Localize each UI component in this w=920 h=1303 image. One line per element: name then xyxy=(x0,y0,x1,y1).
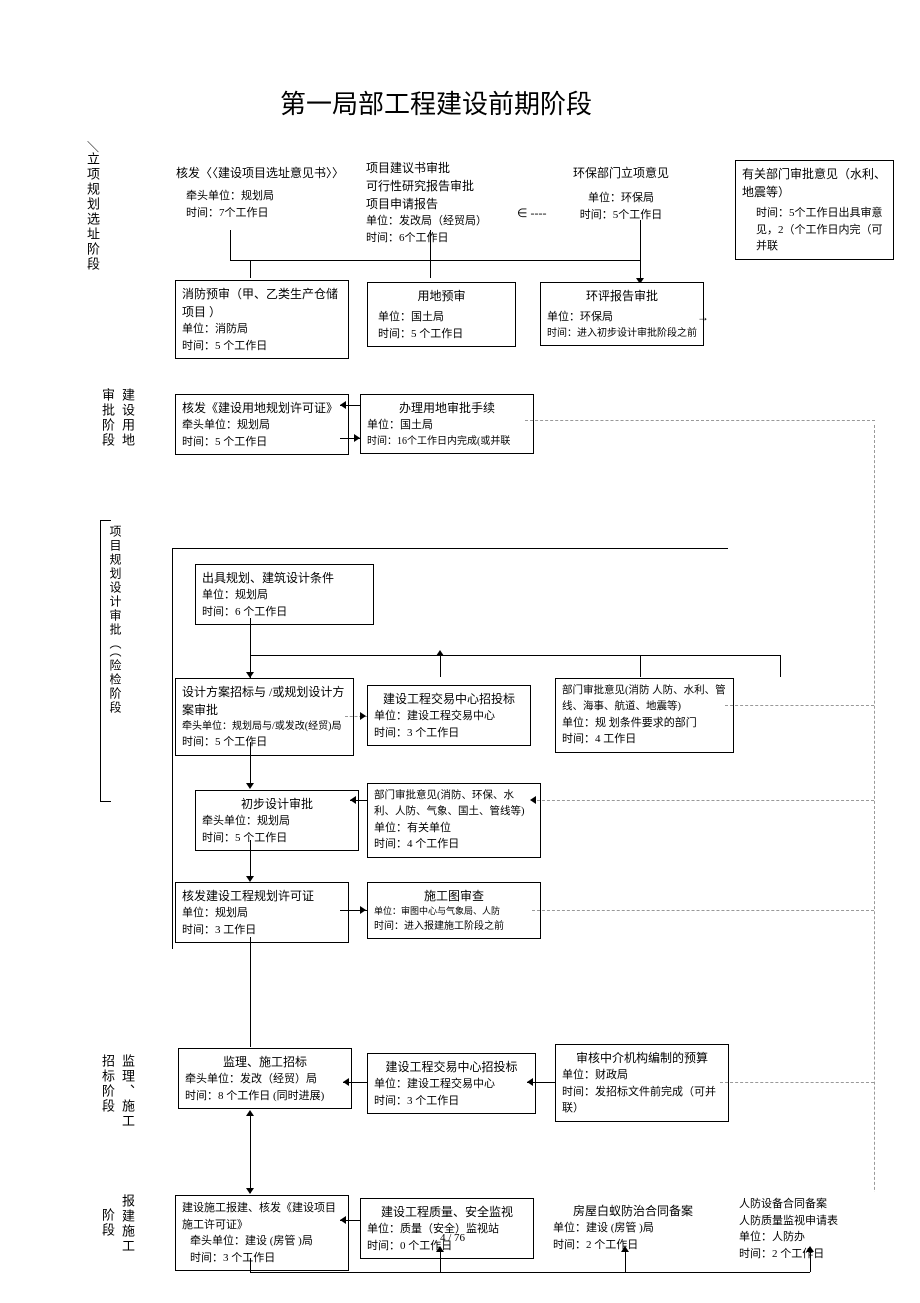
box-c2: 设计方案招标与 /或规划设计方案审批 牵头单位：规划局与/或发改(经贸)局 时间… xyxy=(175,678,354,756)
box-d1: 监理、施工招标 牵头单位：发改（经贸）局 时间：8 个工作日 (同时进展) xyxy=(178,1048,352,1109)
box-a3: 环保部门立项意见 单位：环保局 时间：5个工作日 xyxy=(545,160,697,227)
arrow xyxy=(527,1078,533,1086)
line xyxy=(625,1250,626,1272)
line xyxy=(440,655,441,677)
box-a7: 环评报告审批 单位：环保局 时间：进入初步设计审批阶段之前 xyxy=(540,282,704,346)
line xyxy=(230,230,231,260)
box-c5: 初步设计审批 牵头单位：规划局 时间：5 个工作日 xyxy=(195,790,359,851)
arrow-sym-left: ∈ ---- xyxy=(517,206,546,221)
arrow xyxy=(530,796,536,804)
arrow xyxy=(806,1246,814,1252)
box-c4: 部门审批意见(消防 人防、水利、管线、海事、航道、地震等) 单位：规 划条件要求… xyxy=(555,678,734,753)
stage3-label: 项目规划设计审批（（险检阶段 xyxy=(107,525,124,795)
line xyxy=(250,742,251,785)
arrow xyxy=(340,1216,346,1224)
stage4a-label: 监理、施工 xyxy=(118,1054,137,1129)
line xyxy=(250,260,251,278)
box-a4: 有关部门审批意见（水利、地震等） 时间：5个工作日出具审意见，2（个工作日内完（… xyxy=(735,160,894,260)
line xyxy=(250,1115,251,1193)
arrow xyxy=(621,1246,629,1252)
dash xyxy=(874,425,875,1240)
line xyxy=(430,260,431,278)
line xyxy=(250,1272,810,1273)
stage5a-label: 报建施工 xyxy=(118,1194,137,1254)
line xyxy=(250,1258,251,1272)
box-e4: 人防设备合同备案 人防质量监视申请表 单位：人防办 时间：2 个工作日 xyxy=(733,1192,880,1266)
box-c6: 部门审批意见(消防、环保、水利、人防、气象、国土、管线等) 单位：有关单位 时间… xyxy=(367,783,541,858)
line xyxy=(780,655,781,677)
arrow-sym: → xyxy=(697,310,709,325)
page-title: 第一局部工程建设前期阶段 xyxy=(280,84,592,121)
box-e3: 房屋白蚁防治合同备案 单位：建设 (房管 )局 时间：2 个工作日 xyxy=(547,1198,719,1257)
box-a2: 项目建议书审批 可行性研究报告审批 项目申请报告 单位：发改局（经贸局） 时间：… xyxy=(360,155,522,250)
arrow xyxy=(360,906,366,914)
line xyxy=(640,655,641,677)
box-c8: 施工图审查 单位：审图中心与气象局、人防 时间：进入报建施工阶段之前 xyxy=(367,882,541,939)
line xyxy=(250,937,251,1047)
box-b2: 办理用地审批手续 单位：国土局 时间：16个工作日内完成(或并联 xyxy=(360,394,534,454)
box-c7: 核发建设工程规划许可证 单位：规划局 时间：3 工作日 xyxy=(175,882,349,943)
dash xyxy=(525,420,875,421)
box-a5: 消防预审（甲、乙类生产仓储项目 ） 单位：消防局 时间：5 个工作日 xyxy=(175,280,349,359)
dash xyxy=(532,910,874,911)
box-e2: 建设工程质量、安全监视 单位：质量（安全）监视站 时间：0 个工作日 xyxy=(360,1198,534,1259)
box-a1: 核发〈〈建设项目选址意见书〉〉 牵头单位：规划局 时间：7个工作日 xyxy=(170,160,352,225)
box-b1: 核发《建设用地规划许可证》 牵头单位：规划局 时间：5 个工作日 xyxy=(175,394,349,455)
line xyxy=(430,230,431,260)
box-c3: 建设工程交易中心招投标 单位：建设工程交易中心 时间：3 个工作日 xyxy=(367,685,531,746)
dash xyxy=(720,1082,874,1083)
arrow xyxy=(246,783,254,789)
arrow xyxy=(354,434,360,442)
box-c1: 出具规划、建筑设计条件 单位：规划局 时间：6 个工作日 xyxy=(195,564,374,625)
arrow xyxy=(360,712,366,720)
stage1-label: 立项规划选址阶段 xyxy=(83,152,102,342)
line xyxy=(440,1250,441,1272)
box-d3: 审核中介机构编制的预算 单位：财政局 时间：发招标文件前完成（可并联） xyxy=(555,1044,729,1122)
stage5b-label: 阶段 xyxy=(98,1208,117,1238)
arrow xyxy=(246,1188,254,1194)
line xyxy=(250,840,251,880)
line xyxy=(250,618,251,678)
box-d2: 建设工程交易中心招投标 单位：建设工程交易中心 时间：3 个工作日 xyxy=(367,1053,536,1114)
box-a6: 用地预审 单位：国土局 时间：5 个工作日 xyxy=(367,282,516,347)
arrow xyxy=(436,1246,444,1252)
page-number: 4 / 76 xyxy=(440,1232,465,1244)
dash xyxy=(532,800,874,801)
line xyxy=(230,260,640,261)
line xyxy=(810,1250,811,1272)
arrow xyxy=(343,1078,349,1086)
line xyxy=(250,655,780,656)
box-e1: 建设施工报建、核发《建设项目施工许可证》 牵头单位：建设 (房管 )局 时间：3… xyxy=(175,1195,349,1271)
arrow xyxy=(436,650,444,656)
stage2b-label: 审批阶段 xyxy=(98,388,117,448)
stage4b-label: 招标阶段 xyxy=(98,1054,117,1114)
arrow xyxy=(350,796,356,804)
line xyxy=(640,220,641,280)
arrow xyxy=(340,401,346,409)
stage2a-label: 建设用地 xyxy=(118,388,137,448)
dash xyxy=(725,705,874,706)
